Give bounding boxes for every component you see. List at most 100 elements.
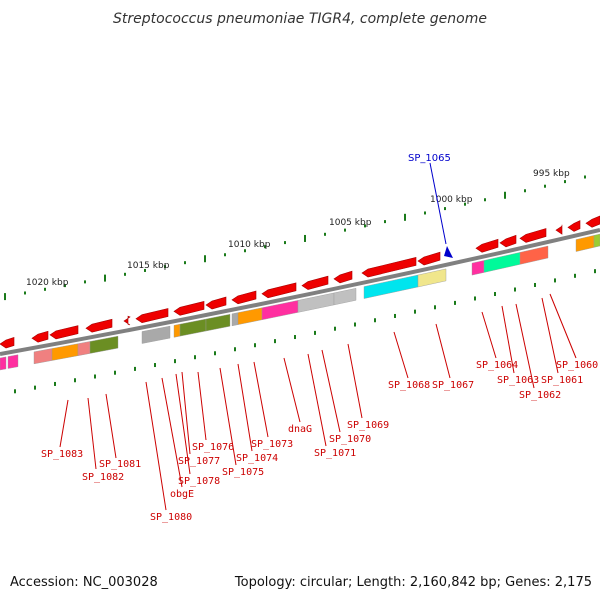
gene-label-sp1078[interactable]: SP_1078 [178, 476, 220, 487]
gene-arrow [301, 275, 329, 290]
scale-minor-tick [44, 287, 46, 291]
annotation-band [7, 354, 19, 369]
gene-label-sp1077[interactable]: SP_1077 [178, 456, 220, 467]
scale-major-tick [304, 234, 306, 242]
lower-tick [14, 389, 16, 394]
lower-tick [94, 374, 96, 379]
leader-line [197, 371, 207, 441]
gene-labels: SP_1083 SP_1081 SP_1082 SP_1080 obgE SP_… [41, 360, 598, 523]
scale-major-tick [4, 293, 6, 301]
lower-tick [114, 370, 116, 375]
gene-label-sp1063[interactable]: SP_1063 [497, 375, 539, 386]
scale-minor-tick [244, 249, 246, 253]
annotation-band [89, 335, 119, 354]
scale-minor-tick [584, 175, 586, 179]
gene-arrow [585, 215, 600, 228]
gene-label-sp1071[interactable]: SP_1071 [314, 448, 356, 459]
gene-label-sp1081[interactable]: SP_1081 [99, 459, 141, 470]
lower-tick [354, 322, 356, 327]
gene-arrow [261, 282, 297, 299]
gene-label-sp1075[interactable]: SP_1075 [222, 467, 264, 478]
leader-line [105, 393, 117, 459]
lower-tick [154, 363, 156, 368]
gene-label-sp1070[interactable]: SP_1070 [329, 434, 371, 445]
annotation-band [141, 325, 171, 344]
gene-label-sp1061[interactable]: SP_1061 [541, 375, 583, 386]
gene-label-sp1074[interactable]: SP_1074 [236, 453, 278, 464]
leader-line [161, 377, 183, 488]
scale-minor-tick [544, 184, 546, 188]
annotation-band [593, 233, 600, 248]
lower-tick [394, 313, 396, 318]
gene-label-sp1068[interactable]: SP_1068 [388, 380, 430, 391]
gene-label-sp1076[interactable]: SP_1076 [192, 442, 234, 453]
annotation-band [0, 356, 7, 371]
annotation-band [519, 245, 549, 265]
gene-label-sp1060[interactable]: SP_1060 [556, 360, 598, 371]
gene-arrow [31, 330, 49, 343]
lower-tick [574, 273, 576, 278]
lower-tick [374, 318, 376, 323]
lower-tick [414, 309, 416, 314]
gene-arrow [231, 290, 257, 305]
gene-label-sp1073[interactable]: SP_1073 [251, 439, 293, 450]
accession-text: Accession: NC_003028 [10, 575, 158, 590]
leader-line [175, 373, 191, 475]
scale-minor-tick [124, 272, 126, 276]
gene-label-sp1069[interactable]: SP_1069 [347, 420, 389, 431]
scale-minor-tick [384, 220, 386, 224]
gene-label-sp1080[interactable]: SP_1080 [150, 512, 192, 523]
gene-arrow [567, 220, 581, 232]
lower-tick [214, 351, 216, 356]
gene-arrow [475, 238, 499, 253]
lower-tick [314, 330, 316, 335]
leader-line [393, 331, 409, 379]
leader-line [145, 381, 167, 511]
gene-label-sp1082[interactable]: SP_1082 [82, 472, 124, 483]
gene-arrow [361, 257, 417, 278]
lower-tick [294, 335, 296, 340]
gene-arrow [205, 296, 227, 310]
gene-label-dnag[interactable]: dnaG [288, 424, 312, 435]
marker-arrow-icon [444, 246, 453, 258]
gene-arrows [0, 215, 600, 349]
gene-arrow [499, 234, 517, 248]
lower-tick [554, 278, 556, 283]
genome-backbone [0, 228, 600, 356]
gene-arrow [173, 301, 205, 316]
annotation-band [173, 323, 181, 338]
lower-tick [174, 359, 176, 364]
marker-label: SP_1065 [408, 153, 451, 164]
gene-label-sp1083[interactable]: SP_1083 [41, 449, 83, 460]
scale-labels: 1020 kbp 1015 kbp 1010 kbp 1005 kbp 1000… [26, 169, 570, 288]
scale-minor-tick [164, 265, 166, 269]
scale-label-995: 995 kbp [533, 169, 570, 179]
scale-minor-tick [84, 280, 86, 284]
leader-line [501, 305, 515, 374]
annotation-band [179, 318, 207, 337]
annotation-band [77, 341, 91, 356]
leader-line [321, 349, 341, 433]
scale-minor-tick [564, 180, 566, 184]
scale-major-tick [504, 191, 506, 199]
scale-label-1005: 1005 kbp [329, 218, 372, 228]
annotation-band [237, 307, 263, 325]
annotation-band [231, 312, 239, 327]
gene-label-sp1067[interactable]: SP_1067 [432, 380, 474, 391]
gene-label-obge[interactable]: obgE [170, 489, 194, 500]
gene-label-sp1062[interactable]: SP_1062 [519, 390, 561, 401]
scale-major-tick [104, 274, 106, 282]
leader-line [253, 361, 269, 438]
scale-minor-tick [24, 291, 26, 295]
lower-tick [334, 326, 336, 331]
leader-line [181, 371, 191, 455]
leader-line [307, 353, 327, 447]
position-marker[interactable]: SP_1065 [408, 153, 453, 258]
lower-tick [134, 366, 136, 371]
leader-line [541, 297, 559, 374]
genome-summary-text: Topology: circular; Length: 2,160,842 bp… [234, 575, 592, 590]
annotation-band [205, 314, 231, 332]
annotation-band [575, 235, 595, 252]
scale-minor-tick [324, 232, 326, 236]
gene-label-sp1064[interactable]: SP_1064 [476, 360, 518, 371]
